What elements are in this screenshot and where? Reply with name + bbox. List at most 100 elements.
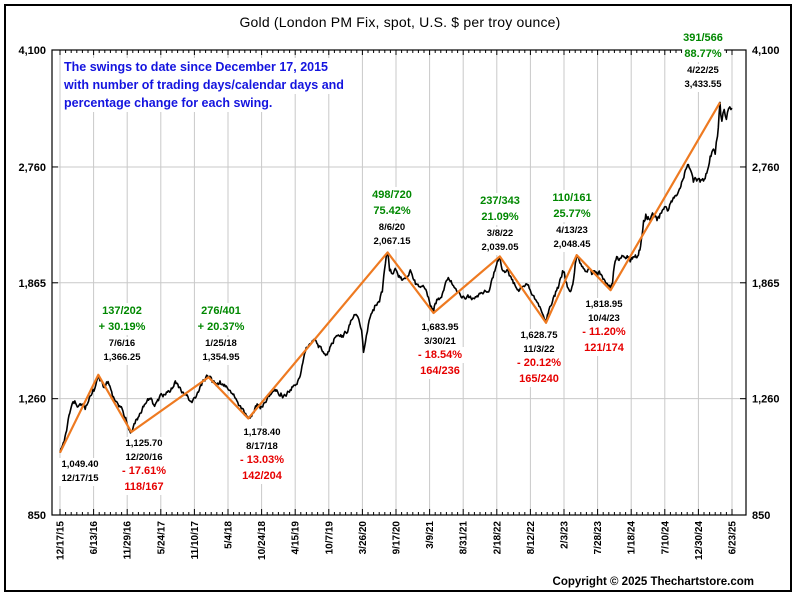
swing-price: 2,039.05 [479, 241, 521, 255]
x-axis-label: 5/4/18 [224, 521, 235, 549]
swing-date: 7/6/16 [106, 337, 138, 351]
swing-price: 1,818.95 [583, 298, 625, 312]
swing-date: 3/30/21 [422, 335, 458, 349]
swing-days: 165/240 [517, 371, 561, 387]
start-point-label: 1,049.40 12/17/15 [59, 455, 101, 486]
y-axis-label-right: 4,100 [752, 45, 780, 57]
swing-date: 8/6/20 [376, 221, 408, 235]
swings-note-line3: percentage change for each swing. [62, 94, 275, 112]
x-axis-label: 8/31/21 [459, 521, 470, 555]
y-axis-label-left: 4,100 [18, 45, 46, 57]
swing-days: 121/174 [582, 340, 626, 356]
swing-date: 4/22/25 [685, 64, 721, 78]
up-swing-annotation: 498/720 75.42% 8/6/20 2,067.15 [370, 186, 414, 249]
x-axis-label: 1/18/24 [627, 521, 638, 555]
image-border-frame [4, 4, 792, 592]
swing-days: 142/204 [240, 468, 284, 484]
start-price: 1,049.40 [59, 458, 101, 472]
swing-price: 2,067.15 [371, 235, 413, 249]
swing-price: 2,048.45 [551, 238, 593, 252]
x-axis-label: 12/30/24 [694, 521, 705, 560]
swing-price: 3,433.55 [682, 78, 724, 92]
swing-days: 391/566 [681, 30, 725, 46]
swing-line [59, 101, 721, 454]
chart-title: Gold (London PM Fix, spot, U.S. $ per tr… [239, 14, 561, 30]
up-swing-annotation: 391/566 88.77% 4/22/25 3,433.55 [681, 29, 725, 92]
x-axis-label: 3/9/21 [425, 521, 436, 549]
x-axis-label: 2/3/23 [560, 521, 571, 549]
swing-days: 118/167 [122, 479, 166, 495]
swing-percent: 25.77% [551, 206, 593, 222]
swing-percent: - 17.61% [119, 463, 169, 479]
swing-days: 137/202 [100, 303, 144, 319]
swing-days: 237/343 [478, 193, 522, 209]
swing-percent: 88.77% [682, 46, 724, 62]
y-axis-label-right: 2,760 [752, 162, 780, 174]
swing-date: 3/8/22 [484, 227, 516, 241]
y-axis-label-right: 1,865 [752, 278, 780, 290]
x-axis-label: 7/10/24 [660, 521, 671, 555]
y-axis-label-right: 1,260 [752, 394, 780, 406]
swing-price: 1,125.70 [123, 437, 165, 451]
down-swing-annotation: 1,628.75 11/3/22- 20.12% 165/240 [514, 326, 564, 387]
swing-percent: + 20.37% [195, 319, 247, 335]
y-axis-label-left: 1,865 [18, 278, 46, 290]
swing-price: 1,628.75 [518, 329, 560, 343]
down-swing-annotation: 1,178.40 8/17/18- 13.03% 142/204 [237, 423, 287, 484]
swing-date: 10/4/23 [586, 312, 622, 326]
swing-date: 4/13/23 [554, 224, 590, 238]
y-axis-label-left: 1,260 [18, 394, 46, 406]
x-axis-label: 10/24/18 [257, 521, 268, 560]
y-axis-label-left: 850 [28, 510, 46, 522]
start-date: 12/17/15 [59, 472, 101, 486]
x-axis-label: 7/28/23 [593, 521, 604, 555]
swing-percent: - 13.03% [237, 452, 287, 468]
swing-days: 498/720 [370, 187, 414, 203]
y-axis-label-left: 2,760 [18, 162, 46, 174]
swing-percent: - 11.20% [580, 324, 628, 340]
swing-percent: + 30.19% [96, 319, 148, 335]
x-axis-label: 10/7/19 [324, 521, 335, 555]
swing-days: 110/161 [550, 190, 594, 206]
swing-date: 8/17/18 [244, 440, 280, 454]
down-swing-annotation: 1,125.70 12/20/16- 17.61% 118/167 [119, 434, 169, 495]
down-swing-annotation: 1,683.95 3/30/21- 18.54% 164/236 [415, 318, 465, 379]
swing-date: 11/3/22 [521, 343, 557, 357]
x-axis-label: 5/24/17 [156, 521, 167, 555]
swing-price: 1,178.40 [241, 426, 283, 440]
down-swing-annotation: 1,818.95 10/4/23- 11.20% 121/174 [580, 295, 628, 356]
swings-note: The swings to date since December 17, 20… [62, 58, 346, 112]
up-swing-annotation: 137/202 + 30.19% 7/6/16 1,366.25 [96, 302, 148, 365]
x-axis-label: 2/18/22 [492, 521, 503, 555]
x-axis-label: 3/26/20 [358, 521, 369, 555]
x-axis-label: 9/17/20 [392, 521, 403, 555]
swing-price: 1,354.95 [200, 351, 242, 365]
swing-percent: 75.42% [371, 203, 413, 219]
up-swing-annotation: 276/401 + 20.37% 1/25/18 1,354.95 [195, 302, 247, 365]
swing-days: 276/401 [199, 303, 243, 319]
y-axis-label-right: 850 [752, 510, 770, 522]
x-axis-label: 6/23/25 [728, 521, 739, 555]
x-axis-label: 12/17/15 [56, 521, 67, 560]
swing-date: 12/20/16 [123, 451, 165, 465]
x-axis-label: 6/13/16 [89, 521, 100, 555]
swing-percent: - 20.12% [514, 355, 564, 371]
swings-note-line1: The swings to date since December 17, 20… [62, 58, 331, 76]
x-axis-label: 11/10/17 [190, 521, 201, 560]
copyright-text: Copyright © 2025 Thechartstore.com [552, 576, 754, 588]
x-axis-label: 11/29/16 [123, 521, 134, 560]
swing-percent: - 18.54% [415, 347, 465, 363]
swing-days: 164/236 [418, 363, 462, 379]
x-axis-label: 8/12/22 [526, 521, 537, 555]
swing-price: 1,366.25 [101, 351, 143, 365]
swing-percent: 21.09% [479, 209, 521, 225]
swings-note-line2: with number of trading days/calendar day… [62, 76, 346, 94]
x-axis-label: 4/15/19 [291, 521, 302, 555]
swing-price: 1,683.95 [419, 321, 461, 335]
up-swing-annotation: 110/161 25.77% 4/13/23 2,048.45 [550, 189, 594, 252]
swing-date: 1/25/18 [203, 337, 239, 351]
up-swing-annotation: 237/343 21.09% 3/8/22 2,039.05 [478, 192, 522, 255]
